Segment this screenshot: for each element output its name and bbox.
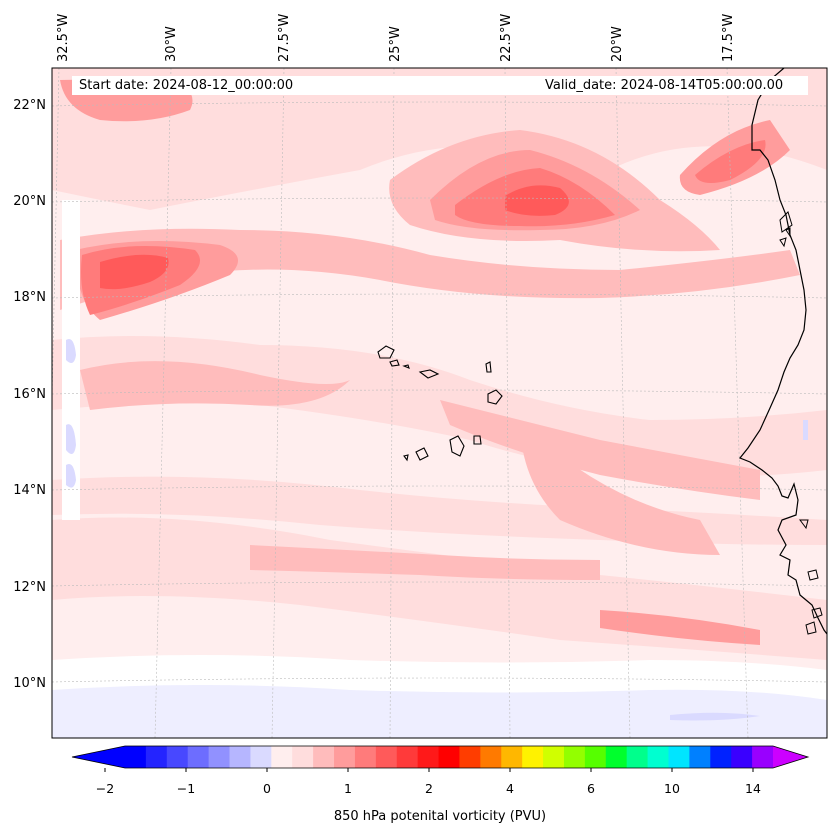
lon-label: 20°W xyxy=(610,26,625,62)
colorbar-tick: 10 xyxy=(664,781,680,796)
pv-southeast-band xyxy=(600,610,760,645)
colorbar-swatch xyxy=(187,746,210,768)
colorbar-tick: −2 xyxy=(95,781,115,796)
colorbar-swatch xyxy=(166,746,189,768)
colorbar-swatch xyxy=(752,746,774,768)
pv-mid-band xyxy=(80,361,350,410)
colorbar-swatch xyxy=(208,746,231,768)
date-banner xyxy=(72,76,808,95)
colorbar-swatch xyxy=(313,746,335,768)
colorbar-swatch xyxy=(543,746,565,768)
colorbar-swatch xyxy=(605,746,628,768)
colorbar-swatch xyxy=(647,746,669,768)
colorbar-swatch xyxy=(229,746,251,768)
pv-band-central xyxy=(52,336,827,477)
colorbar-tick: −1 xyxy=(176,781,196,796)
pv-band-north xyxy=(52,68,827,210)
colorbar-swatch xyxy=(417,746,440,768)
lat-label: 20°N xyxy=(13,194,46,209)
pv-lower-band xyxy=(250,545,600,580)
pv-west-negative-3 xyxy=(66,464,76,488)
colorbar-tick: 0 xyxy=(263,781,271,796)
colorbar-swatch xyxy=(375,746,398,768)
lat-label: 12°N xyxy=(13,580,46,595)
colorbar-swatch xyxy=(584,746,607,768)
pv-east-negative xyxy=(803,420,808,440)
colorbar-swatch xyxy=(145,746,168,768)
lat-label: 22°N xyxy=(13,98,46,113)
lon-label: 30°W xyxy=(164,26,179,62)
valid-date: Valid_date: 2024-08-14T05:00:00.00 xyxy=(545,78,784,93)
colorbar-extend-min xyxy=(72,746,125,768)
pv-field xyxy=(52,68,827,738)
colorbar-swatch xyxy=(459,746,481,768)
pv-max-north-core xyxy=(505,185,569,216)
lat-label: 16°N xyxy=(13,387,46,402)
colorbar xyxy=(71,745,810,772)
colorbar-swatch xyxy=(250,746,272,768)
lon-label: 17.5°W xyxy=(721,13,736,62)
lat-label: 10°N xyxy=(13,676,46,691)
africa-coastline xyxy=(739,68,827,635)
colorbar-swatch xyxy=(668,746,690,768)
cape-verde-islands xyxy=(377,345,503,462)
start-date: Start date: 2024-08-12_00:00:00 xyxy=(79,78,294,93)
colorbar-swatch xyxy=(480,746,502,768)
lon-label: 27.5°W xyxy=(277,13,292,62)
colorbar-swatch xyxy=(710,746,732,768)
lat-label: 14°N xyxy=(13,483,46,498)
colorbar-tick: 6 xyxy=(587,781,595,796)
pv-west-negative-1 xyxy=(66,339,76,364)
colorbar-label: 850 hPa potenital vorticity (PVU) xyxy=(333,809,547,824)
lon-label: 25°W xyxy=(388,26,403,62)
colorbar-swatch xyxy=(563,746,586,768)
colorbar-swatch xyxy=(501,746,523,768)
africa-coast-details xyxy=(779,211,823,635)
lon-label: 32.5°W xyxy=(56,13,71,62)
colorbar-tick: 4 xyxy=(506,781,514,796)
colorbar-swatch xyxy=(689,746,711,768)
map-frame xyxy=(51,67,828,739)
pv-core-west-max xyxy=(100,254,169,290)
colorbar-swatch xyxy=(626,746,649,768)
colorbar-outline xyxy=(71,745,810,769)
pv-east-band xyxy=(520,420,720,555)
pv-max-northeast-core xyxy=(695,140,766,184)
graticule xyxy=(52,68,827,738)
colorbar-swatch xyxy=(334,746,356,768)
colorbar-swatch xyxy=(354,746,377,768)
colorbar-tick: 14 xyxy=(745,781,761,796)
lat-label: 18°N xyxy=(13,290,46,305)
colorbar-swatch xyxy=(438,746,460,768)
pv-mid-band-east xyxy=(440,400,760,500)
pv-west-negative-2 xyxy=(66,424,76,454)
colorbar-swatch xyxy=(125,746,147,768)
lon-label: 22.5°W xyxy=(499,13,514,62)
pv-south-negative xyxy=(52,685,827,738)
colorbar-swatch xyxy=(731,746,753,768)
colorbar-swatch xyxy=(292,746,314,768)
pv-south-negative-core xyxy=(670,712,760,721)
colorbar-extend-max xyxy=(773,746,808,768)
colorbar-swatch xyxy=(271,746,293,768)
colorbar-tick: 1 xyxy=(344,781,352,796)
colorbar-tick: 2 xyxy=(425,781,433,796)
colorbar-swatch xyxy=(522,746,544,768)
colorbar-swatch xyxy=(396,746,419,768)
pv-jet-north xyxy=(60,228,800,310)
